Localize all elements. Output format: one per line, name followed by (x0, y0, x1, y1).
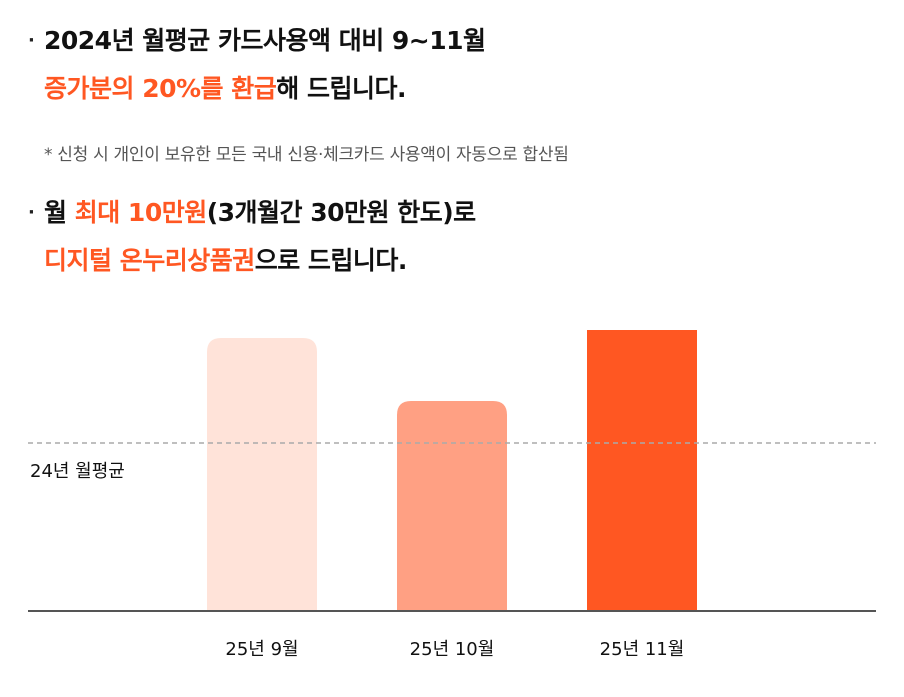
headline2-highlight: 최대 10만원 (74, 198, 208, 227)
headline2-line2-highlight: 디지털 온누리상품권 (44, 246, 255, 275)
bar-group (207, 330, 697, 611)
bullet-dot: · (28, 202, 35, 223)
headline1-line1: · 2024년 월평균 카드사용액 대비 9~11월 (28, 26, 486, 56)
bullet-dot: · (28, 30, 35, 51)
bar-1 (207, 338, 317, 611)
x-tick-label: 25년 11월 (600, 639, 685, 660)
headline2-line2: 디지털 온누리상품권으로 드립니다. (44, 246, 407, 276)
bar-3 (587, 330, 697, 611)
headline2-line1-rest: (3개월간 30만원 한도)로 (206, 198, 476, 227)
reference-line-label: 24년 월평균 (30, 461, 125, 482)
headline2-prefix: 월 (44, 198, 75, 227)
x-tick-label: 25년 10월 (410, 639, 495, 660)
bar-chart: 24년 월평균 25년 9월 25년 10월 25년 11월 (28, 330, 876, 660)
bar-2 (397, 401, 507, 611)
footnote: * 신청 시 개인이 보유한 모든 국내 신용·체크카드 사용액이 자동으로 합… (44, 145, 569, 165)
headline1-line2-rest: 해 드립니다. (276, 74, 406, 103)
x-tick-label: 25년 9월 (225, 639, 298, 660)
x-tick-labels: 25년 9월 25년 10월 25년 11월 (225, 639, 684, 660)
headline1-line1-text: 2024년 월평균 카드사용액 대비 9~11월 (44, 26, 486, 55)
headline2-line1: · 월 최대 10만원(3개월간 30만원 한도)로 (28, 198, 476, 228)
headline2-line2-rest: 으로 드립니다. (254, 246, 408, 275)
headline1-highlight: 증가분의 20%를 환급 (44, 74, 277, 103)
headline1-line2: 증가분의 20%를 환급해 드립니다. (44, 74, 406, 104)
